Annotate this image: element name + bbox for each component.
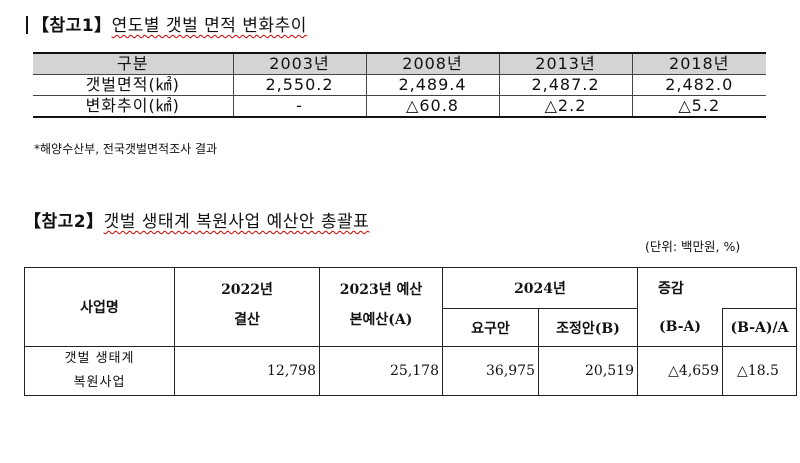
section2-ref-label: 【참고2】	[24, 212, 104, 232]
section2-title: 【참고2】갯벌 생태계 복원사업 예산안 총괄표	[24, 207, 369, 232]
table-cell: △2.2	[498, 95, 633, 118]
section1-title: 【참고1】연도별 갯벌 면적 변화추이	[26, 11, 307, 36]
project-name-line1: 갯벌 생태계	[64, 351, 135, 366]
project-name-cell: 갯벌 생태계 복원사업	[24, 346, 175, 396]
project-name-line2: 복원사업	[73, 375, 126, 390]
table-cell: 2,482.0	[631, 74, 766, 96]
header-2024-adjusted: 조정안(B)	[538, 308, 638, 347]
unit-label: (단위: 백만원, %)	[645, 239, 741, 254]
header-2023: 2023년 예산 본예산(A)	[319, 267, 443, 347]
table-cell: △60.8	[365, 95, 500, 118]
table-row: 갯벌면적(㎢) 2,550.2 2,489.4 2,487.2 2,482.0	[33, 74, 766, 96]
header-cell: 2008년	[365, 52, 500, 75]
source-note: *해양수산부, 전국갯벌면적조사 결과	[34, 142, 218, 156]
header-project-name: 사업명	[24, 267, 175, 347]
section1-title-text: 연도별 갯벌 면적 변화추이	[111, 16, 307, 36]
section2-title-text: 갯벌 생태계 복원사업 예산안 총괄표	[103, 212, 370, 232]
table-row: 변화추이(㎢) - △60.8 △2.2 △5.2	[33, 95, 766, 118]
header-diff: 증감	[637, 267, 797, 309]
table-row: 갯벌 생태계 복원사업 12,798 25,178 36,975 20,519 …	[24, 346, 797, 396]
section1-ref-label: 【참고1】	[32, 16, 112, 36]
table-cell: △5.2	[631, 95, 766, 118]
header-2024: 2024년	[442, 267, 638, 309]
value-2024-request: 36,975	[442, 346, 539, 396]
table-cell: 2,487.2	[498, 74, 633, 96]
header-diff-ratio: (B-A)/A	[722, 308, 797, 347]
value-diff-ratio: △18.5	[722, 346, 797, 396]
row-label: 변화추이(㎢)	[33, 95, 234, 118]
value-2023: 25,178	[319, 346, 443, 396]
header-2023-main-budget: 본예산(A)	[349, 312, 413, 328]
header-2023-budget: 2023년 예산	[339, 282, 423, 298]
value-2022: 12,798	[174, 346, 320, 396]
header-2022-settlement: 결산	[234, 312, 260, 328]
budget-summary-table: 사업명 2022년 결산 2023년 예산 본예산(A) 2024년 증감 요구…	[24, 267, 797, 396]
header-2022: 2022년 결산	[174, 267, 320, 347]
header-diff-ba: (B-A)	[637, 308, 723, 347]
value-2024-adjusted: 20,519	[538, 346, 638, 396]
header-cell: 2018년	[631, 52, 766, 75]
table-header-row: 사업명 2022년 결산 2023년 예산 본예산(A) 2024년 증감	[24, 267, 797, 347]
header-cell: 구분	[33, 52, 234, 75]
title-bar-marker	[26, 16, 28, 34]
header-2024-request: 요구안	[442, 308, 539, 347]
table-header-row: 구분 2003년 2008년 2013년 2018년	[33, 52, 766, 75]
row-label: 갯벌면적(㎢)	[33, 74, 234, 96]
header-cell: 2013년	[498, 52, 633, 75]
table-cell: -	[232, 95, 367, 118]
value-diff: △4,659	[637, 346, 723, 396]
header-cell: 2003년	[232, 52, 367, 75]
header-2022-year: 2022년	[221, 282, 273, 298]
table-cell: 2,550.2	[232, 74, 367, 96]
tidal-flat-area-table: 구분 2003년 2008년 2013년 2018년 갯벌면적(㎢) 2,550…	[33, 52, 766, 118]
table-cell: 2,489.4	[365, 74, 500, 96]
